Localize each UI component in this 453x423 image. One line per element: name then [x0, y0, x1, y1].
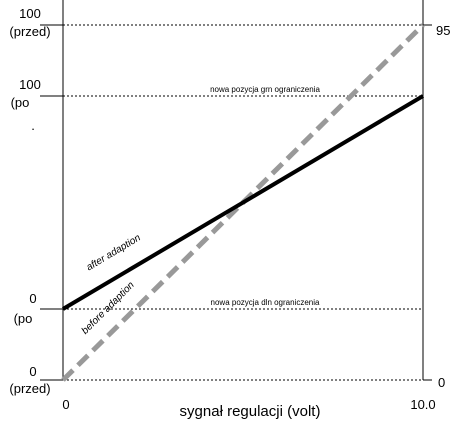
- left-label: 100: [19, 77, 41, 92]
- left-label: (po: [11, 95, 30, 110]
- left-label: (przed): [9, 381, 50, 396]
- x-label: 0: [62, 397, 69, 412]
- left-label: 0: [29, 291, 36, 306]
- x-label: 10.0: [410, 397, 435, 412]
- lower-limit-annotation: nowa pozycja dln ograniczenia: [211, 298, 321, 307]
- left-label: (przed): [9, 24, 50, 39]
- left-label: (po: [14, 311, 33, 326]
- left-label: .: [31, 118, 35, 133]
- left-label: 0: [29, 364, 36, 379]
- right-label: 0: [438, 375, 445, 390]
- after-line: [61, 94, 425, 311]
- left-label: 100: [19, 6, 41, 21]
- right-label: 95: [436, 23, 450, 38]
- upper-limit-annotation: nowa pozycja grn ograniczenia: [210, 85, 320, 94]
- x-axis-title: sygnał regulacji (volt): [180, 403, 321, 420]
- before-annotation: before adaption: [80, 279, 137, 336]
